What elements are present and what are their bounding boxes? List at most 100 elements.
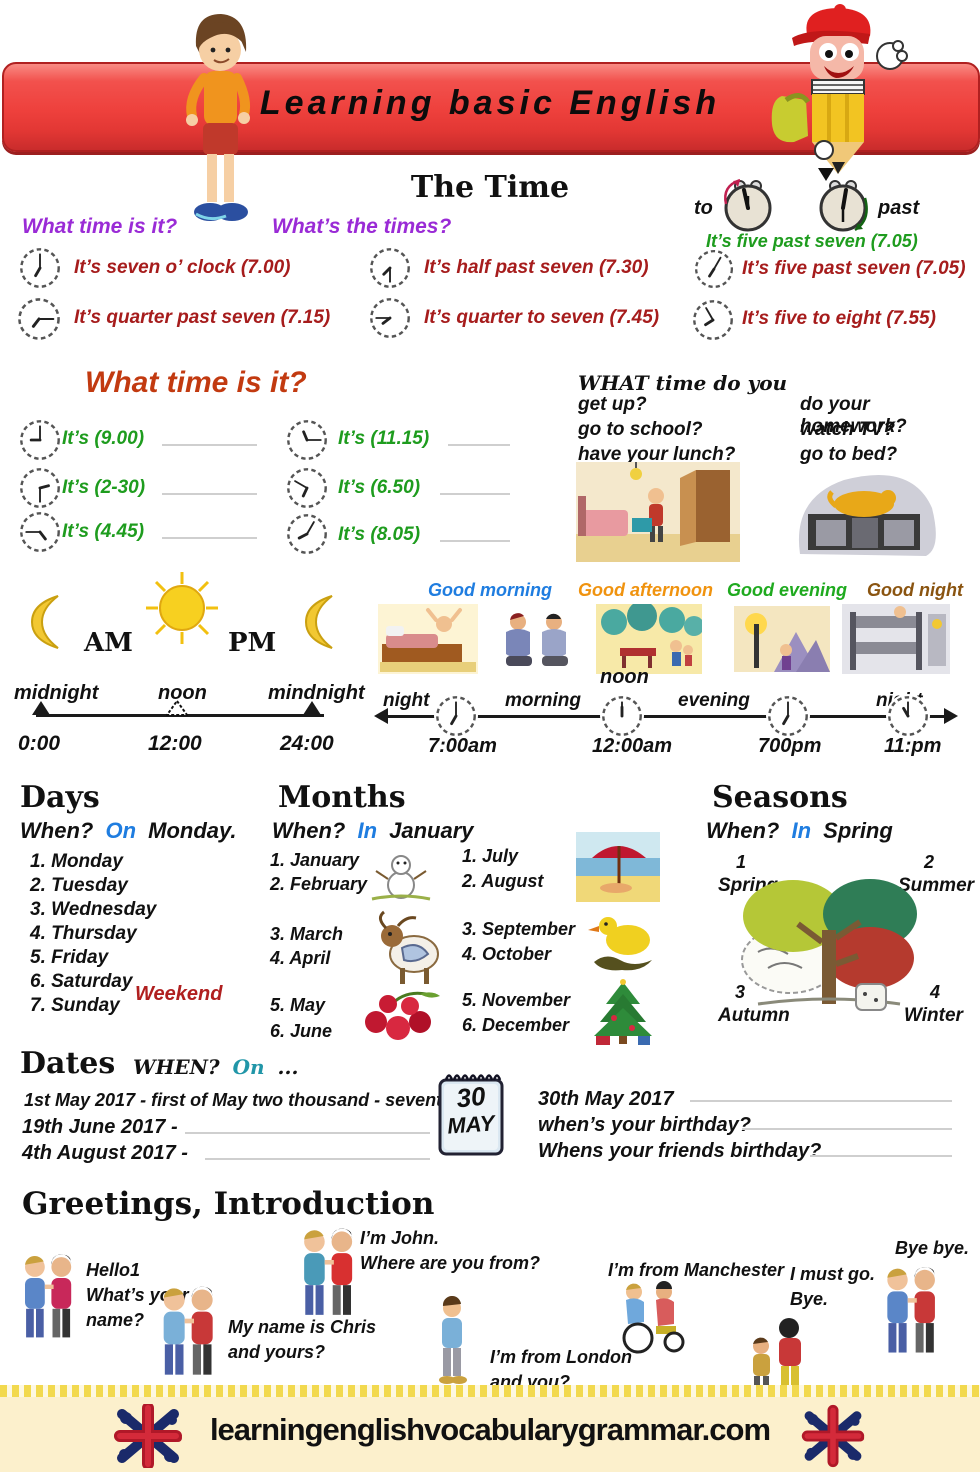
- wheelchair-pair-image: [612, 1280, 690, 1356]
- goodbye-couple-image: [876, 1260, 944, 1368]
- time-row-quarter-to: It’s quarter to seven (7.45): [424, 307, 660, 328]
- beach-image: [576, 832, 660, 902]
- clock-icon: [368, 246, 412, 290]
- midnight-label: midnight: [14, 682, 99, 704]
- timeline-arrow-left: [374, 708, 388, 724]
- alarm-clock-to-icon: [720, 178, 776, 236]
- practice-right-3: It’s (8.05): [338, 524, 421, 545]
- bubble-hello: Hello1 What’s your name?: [86, 1260, 189, 1330]
- date-right-2: when’s your birthday?: [538, 1114, 751, 1136]
- moon-icon: [298, 592, 342, 652]
- clock-icon: [886, 694, 930, 738]
- green-five-past-seven: It’s five past seven (7.05): [706, 231, 918, 251]
- month-item: 3. March: [270, 924, 344, 944]
- practice-left-1: It’s (9.00): [62, 428, 145, 449]
- day-item: 7. Sunday: [30, 995, 120, 1016]
- timeline-arrow-right: [944, 708, 958, 724]
- practice-right-2: It’s (6.50): [338, 477, 421, 498]
- christmas-tree-image: [582, 978, 664, 1046]
- calendar-icon: 30 MAY: [436, 1068, 506, 1158]
- dates-heading: Dates: [20, 1046, 116, 1081]
- answer-line: [162, 537, 257, 539]
- good-night-label: Good night: [867, 580, 963, 600]
- pm-label: PM: [228, 628, 277, 658]
- season-number-1: 1: [736, 852, 747, 872]
- months-example: January: [389, 818, 474, 843]
- boy-mascot: [166, 8, 270, 230]
- days-heading: Days: [20, 780, 100, 815]
- seasons-prep-in: In: [791, 818, 812, 843]
- bubble-bye-bye: Bye bye.: [895, 1238, 970, 1258]
- pencil-mascot: [752, 4, 920, 176]
- poster-title: Learning basic English: [259, 84, 721, 122]
- activity-go-to-bed: go to bed?: [800, 444, 898, 465]
- date-example-3: 4th August 2017 -: [22, 1142, 188, 1164]
- clock-icon: [285, 512, 329, 556]
- bedtime-scene-image: [792, 468, 938, 560]
- dayparts-timeline: [382, 715, 948, 718]
- uk-flag-splash-icon: [800, 1404, 866, 1468]
- seasons-example: Spring: [823, 818, 893, 843]
- alarm-clock-past-icon: [815, 178, 871, 236]
- dates-prep-on: On: [232, 1055, 265, 1079]
- bubble-my-name-chris: My name is Chris and yours?: [228, 1317, 377, 1362]
- clock-icon: [18, 418, 62, 462]
- month-item: 2. February: [270, 874, 368, 894]
- month-item: 4. April: [270, 948, 331, 968]
- bedroom-scene-image: [576, 462, 740, 562]
- four-seasons-tree-image: [738, 872, 920, 1022]
- practice-left-2: It’s (2-30): [62, 477, 146, 498]
- clock-icon: [693, 248, 735, 290]
- time-1200: 12:00: [148, 732, 202, 755]
- answer-line: [162, 493, 257, 495]
- answer-line: [440, 540, 510, 542]
- morning-greeting-image: [492, 610, 580, 674]
- answer-line: [690, 1100, 952, 1102]
- day-item: 5. Friday: [30, 947, 109, 968]
- activity-homework: do your homework?: [800, 394, 907, 437]
- month-item: 6. December: [462, 1015, 570, 1035]
- answer-line: [448, 444, 510, 446]
- greeting-couple-image: [152, 1286, 222, 1384]
- calendar-month: MAY: [446, 1110, 496, 1139]
- sun-icon: [144, 570, 220, 646]
- time-1200am: 12:00am: [592, 735, 673, 757]
- bubble-from-manchester: I’m from Manchester: [608, 1260, 785, 1280]
- time-row-five-to-eight: It’s five to eight (7.55): [742, 308, 936, 329]
- answer-line: [810, 1155, 952, 1157]
- good-afternoon-label: Good afternoon: [578, 580, 713, 600]
- month-item: 5. May: [270, 995, 326, 1015]
- past-label: past: [878, 197, 920, 219]
- months-prep-in: In: [357, 818, 378, 843]
- seasons-heading: Seasons: [712, 780, 848, 815]
- activity-get-up: get up?: [578, 394, 647, 415]
- month-item: 6. June: [270, 1021, 333, 1041]
- am-label: AM: [84, 628, 133, 658]
- question-what-time: What time is it?: [22, 215, 178, 238]
- months-when-line: When? In January: [272, 818, 480, 844]
- time-row-half-past: It’s half past seven (7.30): [424, 257, 649, 278]
- mindnight-label: mindnight: [268, 682, 365, 704]
- month-item: 2. August: [462, 871, 544, 891]
- good-morning-label: Good morning: [428, 580, 552, 600]
- days-example: Monday.: [148, 818, 237, 843]
- clock-icon: [18, 246, 62, 290]
- month-item: 3. September: [462, 919, 576, 939]
- period-night-1: night: [383, 690, 430, 711]
- day-item: 2. Tuesday: [30, 875, 128, 896]
- cherries-image: [360, 988, 446, 1044]
- what-time-prompt: WHAT time do you: [578, 371, 788, 395]
- clock-icon: [766, 694, 810, 738]
- to-label: to: [694, 197, 713, 219]
- timeline-marker: [303, 701, 321, 715]
- clock-icon: [368, 296, 412, 340]
- goat-image: [372, 906, 448, 986]
- time-700am: 7:00am: [428, 735, 497, 757]
- good-evening-label: Good evening: [727, 580, 848, 600]
- months-when: When?: [272, 818, 346, 843]
- time-11pm: 11:pm: [884, 735, 942, 757]
- time-700pm: 700pm: [758, 735, 822, 757]
- greeting-couple-image: [14, 1252, 80, 1348]
- afternoon-park-image: [596, 604, 702, 674]
